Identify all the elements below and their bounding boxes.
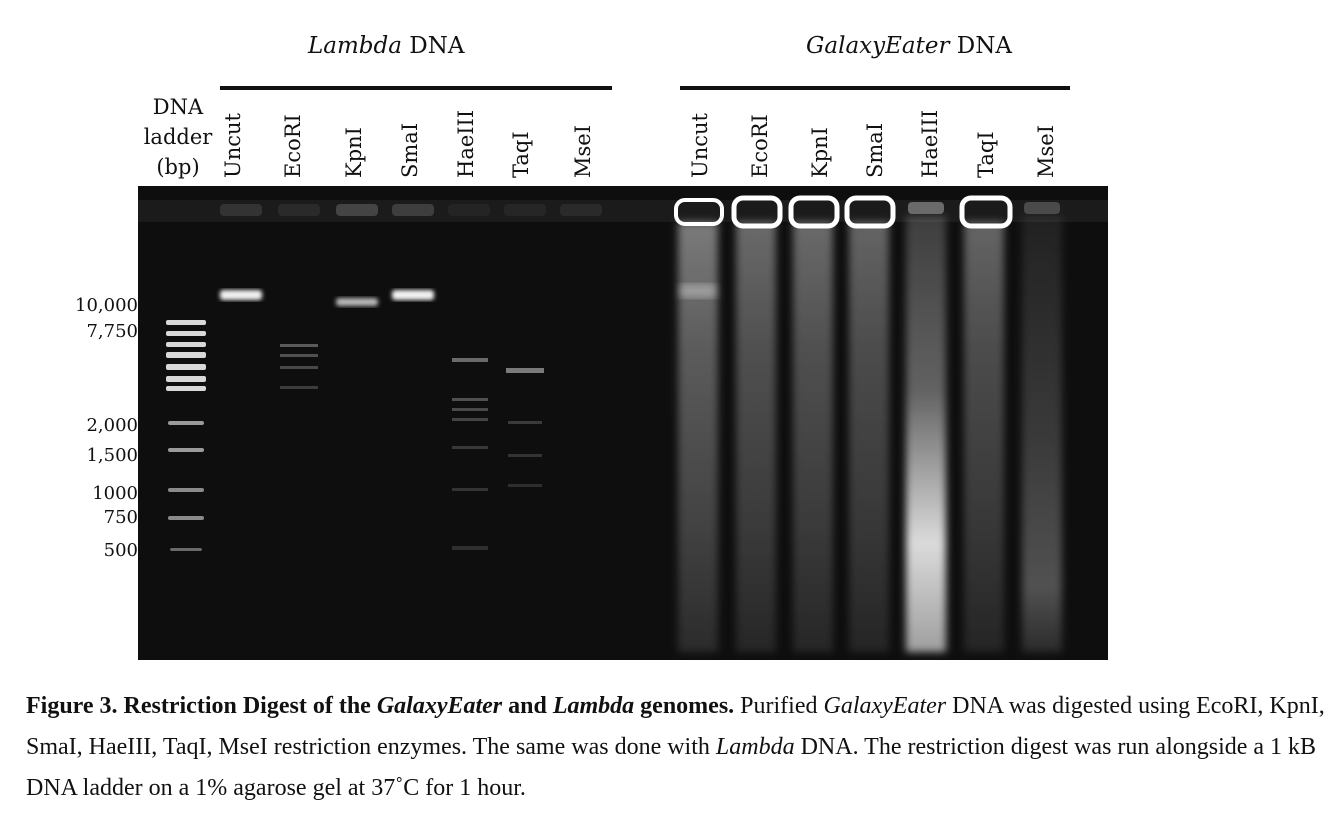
galaxy-lane-label-text: HaeIII (918, 109, 942, 178)
galaxy-group-bar (680, 86, 1070, 90)
bp-marker-label: 2,000 (86, 415, 138, 436)
ladder-title: DNA ladder (bp) (138, 92, 218, 182)
gel-svg (138, 195, 1108, 652)
caption-text-3: DNA. The restriction digest was run alon… (26, 734, 1317, 801)
galaxy-lane-label-text: MseI (1034, 124, 1058, 178)
lambda-group-title-rest: DNA (401, 33, 465, 59)
caption-text-1: Purified (734, 693, 824, 719)
lambda-lane-label-text: KpnI (342, 127, 366, 178)
ladder-title-line1: DNA (152, 95, 204, 119)
figure-caption: Figure 3. Restriction Digest of the Gala… (26, 686, 1326, 809)
bp-marker-label: 500 (103, 540, 138, 561)
well-row (138, 200, 1108, 222)
caption-bold-2: and (502, 693, 553, 719)
lambda-lane-label-text: HaeIII (454, 109, 478, 178)
galaxy-lane-label-text: EcoRI (748, 114, 772, 178)
galaxy-group-title-rest: DNA (949, 33, 1012, 59)
ladder-title-line3: (bp) (156, 155, 200, 179)
bp-marker-label: 1000 (92, 483, 138, 504)
gel-image (138, 186, 1108, 660)
lambda-group-bar (220, 86, 612, 90)
lambda-lane-label-text: MseI (571, 124, 595, 178)
lambda-group-title: Lambda DNA (308, 32, 464, 60)
bp-marker-label: 10,000 (75, 295, 138, 316)
galaxy-lane-label-text: Uncut (688, 113, 712, 178)
caption-bold-1: Figure 3. Restriction Digest of the (26, 693, 377, 719)
caption-bold-3: genomes. (634, 693, 735, 719)
ladder-title-line2: ladder (143, 125, 213, 149)
galaxy-group-title: GalaxyEater DNA (806, 32, 1012, 60)
lambda-lanes (220, 204, 602, 550)
galaxy-lane-label-text: SmaI (863, 122, 887, 178)
lambda-lane-label-text: TaqI (509, 131, 533, 178)
caption-bold-italic-2: Lambda (552, 693, 635, 719)
lambda-lane-label-text: Uncut (221, 113, 245, 178)
galaxy-group-title-italic: GalaxyEater (806, 33, 950, 59)
bp-marker-label: 1,500 (86, 445, 138, 466)
galaxy-lane-label-text: KpnI (808, 127, 832, 178)
bp-marker-label: 7,750 (86, 321, 138, 342)
caption-bold-italic-1: GalaxyEater (376, 693, 503, 719)
caption-italic-1: GalaxyEater (823, 693, 947, 719)
lambda-lane-label-text: SmaI (398, 122, 422, 178)
caption-italic-2: Lambda (715, 734, 795, 760)
galaxy-lane-label-text: TaqI (974, 131, 998, 178)
caption-text-2: DNA was digested using EcoRI, KpnI, SmaI… (26, 693, 1325, 760)
lambda-group-title-italic: Lambda (308, 33, 402, 59)
lambda-lane-label-text: EcoRI (281, 114, 305, 178)
galaxy-lanes (674, 195, 1062, 652)
ladder-bands (166, 320, 206, 551)
bp-marker-label: 750 (103, 507, 138, 528)
